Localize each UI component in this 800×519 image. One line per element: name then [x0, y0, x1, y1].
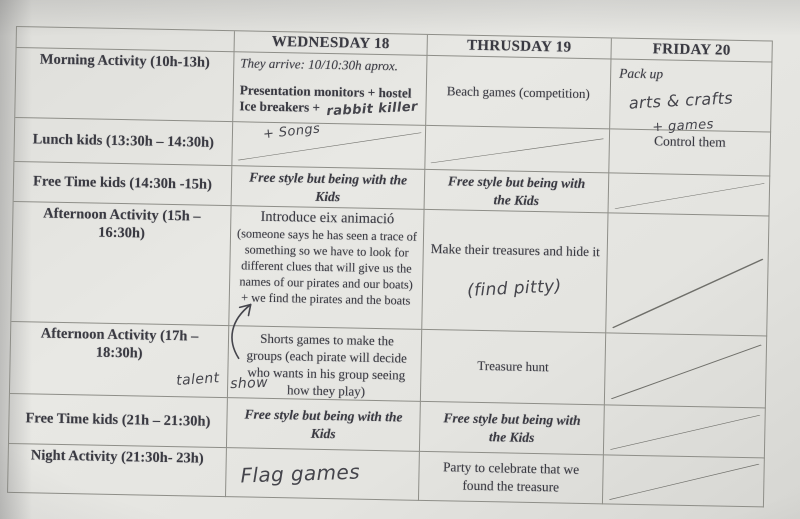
handwritten-arts-crafts: arts & crafts — [628, 88, 734, 113]
make-treasures-text: Make their treasures and hide it — [430, 241, 601, 260]
handwritten-flag-games: Flag games — [240, 459, 361, 488]
strikethrough-line — [610, 344, 762, 400]
cell-friday-free-time-2 — [603, 405, 766, 459]
handwritten-plus-songs: + Songs — [262, 121, 321, 143]
row-label-free-time-night: Free Time kids (21h – 21:30h) — [8, 393, 228, 449]
handwritten-talent: talent — [175, 369, 221, 389]
strikethrough-line — [612, 258, 764, 329]
row-label-lunch-kids: Lunch kids (13:30h – 14:30h) — [14, 118, 234, 167]
handwritten-rabbit-killer: rabbit killer — [325, 99, 418, 120]
schedule-table: WEDNESDAY 18 THRUSDAY 19 FRIDAY 20 Morni… — [7, 26, 773, 508]
schedule-grid: WEDNESDAY 18 THRUSDAY 19 FRIDAY 20 Morni… — [7, 26, 773, 508]
cell-thursday-lunch — [425, 125, 611, 174]
cell-thursday-morning: Beach games (competition) — [426, 55, 612, 130]
strikethrough-line — [614, 183, 765, 209]
cell-friday-afternoon-2 — [604, 333, 768, 409]
cell-friday-morning: Pack up arts & crafts + games — [610, 59, 773, 135]
cell-friday-afternoon-1 — [606, 213, 770, 337]
cell-wednesday-afternoon-1: Introduce eix animació (someone says he … — [229, 206, 425, 330]
party-text: Party to celebrate that we found the tre… — [442, 459, 580, 495]
row-label-free-time-afternoon: Free Time kids (14:30h -15h) — [13, 161, 233, 207]
handwritten-find-pitty: (find pitty) — [466, 276, 563, 302]
eix-animacio-description: (someone says he has seen a trace of som… — [236, 226, 418, 308]
row-label-morning-activity: Morning Activity (10h-13h) — [15, 48, 235, 123]
pack-up-text: Pack up — [619, 65, 664, 82]
strikethrough-line — [609, 414, 761, 450]
handwritten-show: show — [229, 374, 269, 392]
cell-thursday-afternoon-2: Treasure hunt — [420, 329, 607, 406]
cell-wednesday-free-time-1: Free style but being with the Kids — [231, 166, 426, 210]
cell-wednesday-lunch: + Songs — [232, 121, 427, 170]
strikethrough-line — [237, 132, 422, 161]
cell-thursday-afternoon-1: Make their treasures and hide it (find p… — [422, 209, 609, 334]
row-label-night-activity: Night Activity (21:30h- 23h) — [8, 443, 227, 498]
cell-thursday-night: Party to celebrate that we found the tre… — [418, 451, 604, 505]
icebreakers-text: Ice breakers + — [239, 98, 321, 115]
cell-wednesday-night: Flag games — [225, 448, 420, 501]
cell-friday-lunch: Control them — [609, 129, 772, 177]
cell-wednesday-morning: They arrive: 10/10:30h aprox. Presentati… — [233, 52, 428, 126]
cell-thursday-free-time-2: Free style but being with the Kids — [419, 401, 605, 456]
icebreakers-line: Ice breakers + rabbit killer — [239, 98, 421, 120]
strikethrough-line — [608, 463, 760, 500]
cell-friday-night — [602, 455, 765, 508]
cell-wednesday-free-time-2: Free style but being with the Kids — [226, 398, 421, 452]
control-them-text: Control them — [653, 133, 726, 150]
eix-animacio-title: Introduce eix animació — [260, 208, 395, 228]
cell-wednesday-afternoon-2: Shorts games to make the groups (each pi… — [176, 303, 423, 402]
cell-thursday-free-time-1: Free style but being with the Kids — [424, 169, 610, 214]
arrival-note: They arrive: 10/10:30h aprox. — [240, 55, 399, 74]
treasure-hunt-text: Treasure hunt — [477, 358, 549, 375]
cell-friday-free-time-1 — [608, 173, 771, 217]
strikethrough-line — [430, 138, 605, 164]
beach-games-text: Beach games (competition) — [446, 82, 590, 101]
row-label-afternoon-activity-1: Afternoon Activity (15h – 16:30h) — [11, 201, 232, 327]
